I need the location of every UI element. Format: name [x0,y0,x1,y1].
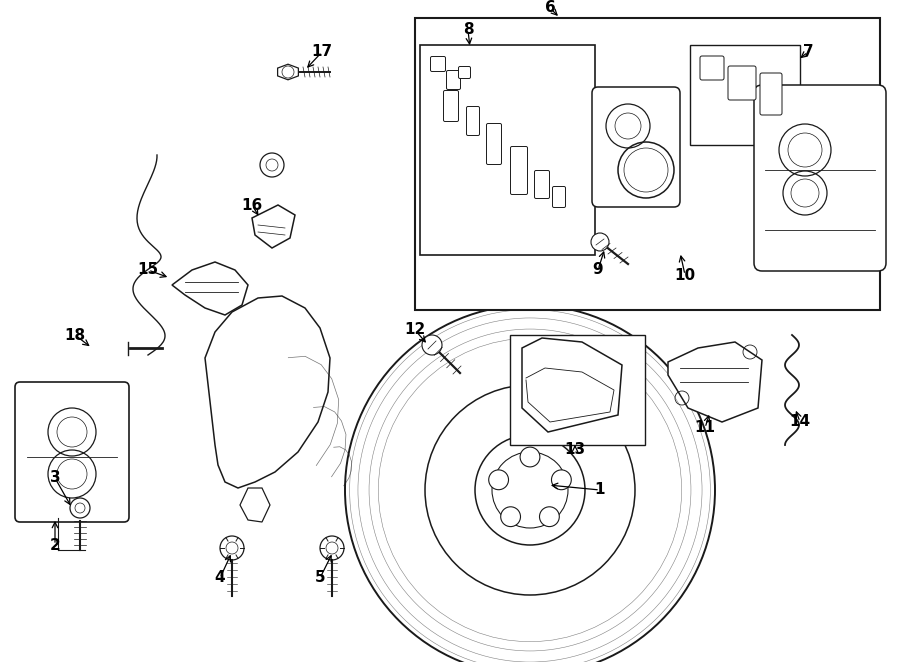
FancyBboxPatch shape [535,171,550,199]
Text: 12: 12 [404,322,426,338]
Text: 2: 2 [50,538,60,553]
Text: 11: 11 [695,420,716,436]
Polygon shape [522,338,622,432]
FancyBboxPatch shape [700,56,724,80]
FancyBboxPatch shape [446,70,461,89]
Text: 18: 18 [65,328,86,342]
FancyBboxPatch shape [592,87,680,207]
Text: 17: 17 [311,44,333,60]
Text: 7: 7 [803,44,814,60]
Text: 9: 9 [593,263,603,277]
Text: 6: 6 [544,1,555,15]
Text: 5: 5 [315,571,325,585]
Text: 16: 16 [241,197,263,213]
FancyBboxPatch shape [430,56,446,71]
Text: 15: 15 [138,263,158,277]
Text: 14: 14 [789,414,811,430]
FancyBboxPatch shape [15,382,129,522]
FancyBboxPatch shape [510,146,527,195]
Bar [510,335,645,445]
Bar [415,18,880,310]
Circle shape [500,507,520,526]
Bar [420,45,595,255]
FancyBboxPatch shape [458,66,471,79]
Polygon shape [240,488,270,522]
Polygon shape [252,205,295,248]
Polygon shape [277,64,299,80]
Polygon shape [205,296,330,488]
Polygon shape [172,262,248,315]
FancyBboxPatch shape [728,66,756,100]
Text: 1: 1 [595,483,605,498]
Circle shape [539,507,559,526]
FancyBboxPatch shape [760,73,782,115]
Circle shape [70,498,90,518]
Text: 10: 10 [674,267,696,283]
Text: 3: 3 [50,471,60,485]
Circle shape [220,536,244,560]
Circle shape [591,233,609,251]
FancyBboxPatch shape [444,91,458,122]
Circle shape [520,447,540,467]
Text: 4: 4 [215,571,225,585]
Text: 8: 8 [463,23,473,38]
Circle shape [320,536,344,560]
Circle shape [489,470,508,490]
Bar [690,45,800,145]
FancyBboxPatch shape [553,187,565,207]
FancyBboxPatch shape [487,124,501,164]
Polygon shape [668,342,762,422]
Circle shape [552,470,572,490]
Circle shape [422,335,442,355]
FancyBboxPatch shape [754,85,886,271]
FancyBboxPatch shape [466,107,480,136]
Text: 13: 13 [564,442,586,457]
